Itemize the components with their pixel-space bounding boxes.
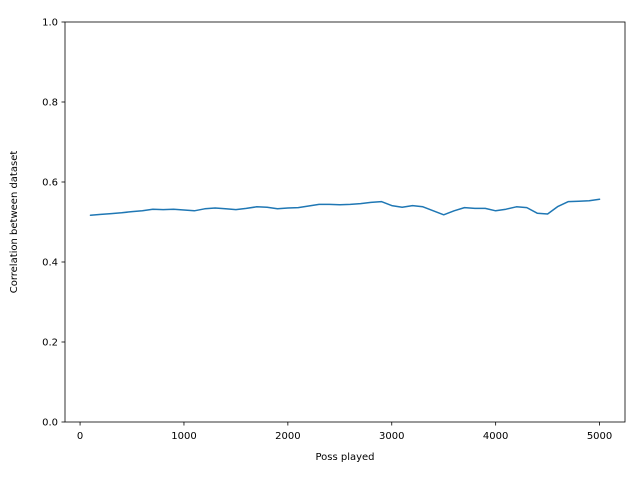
y-tick-label: 0.8 [42, 98, 58, 109]
y-tick-label: 0.4 [42, 258, 58, 269]
y-tick-label: 0.0 [42, 418, 58, 429]
x-tick-label: 3000 [379, 431, 404, 442]
x-tick-label: 0 [77, 431, 83, 442]
y-tick-label: 0.6 [42, 178, 58, 189]
data-line-series [89, 198, 601, 216]
x-axis: 0 1000 2000 3000 4000 5000 [77, 422, 612, 442]
x-tick-label: 4000 [483, 431, 508, 442]
x-tick-label: 5000 [587, 431, 612, 442]
y-tick-label: 0.2 [42, 338, 58, 349]
y-tick-label: 1.0 [42, 18, 58, 29]
plot-area [64, 21, 626, 423]
x-axis-label: Poss played [315, 452, 374, 463]
x-tick-label: 1000 [171, 431, 196, 442]
y-axis: 0.0 0.2 0.4 0.6 0.8 1.0 [42, 18, 65, 429]
x-tick-label: 2000 [275, 431, 300, 442]
y-axis-label: Correlation between dataset [9, 151, 20, 294]
